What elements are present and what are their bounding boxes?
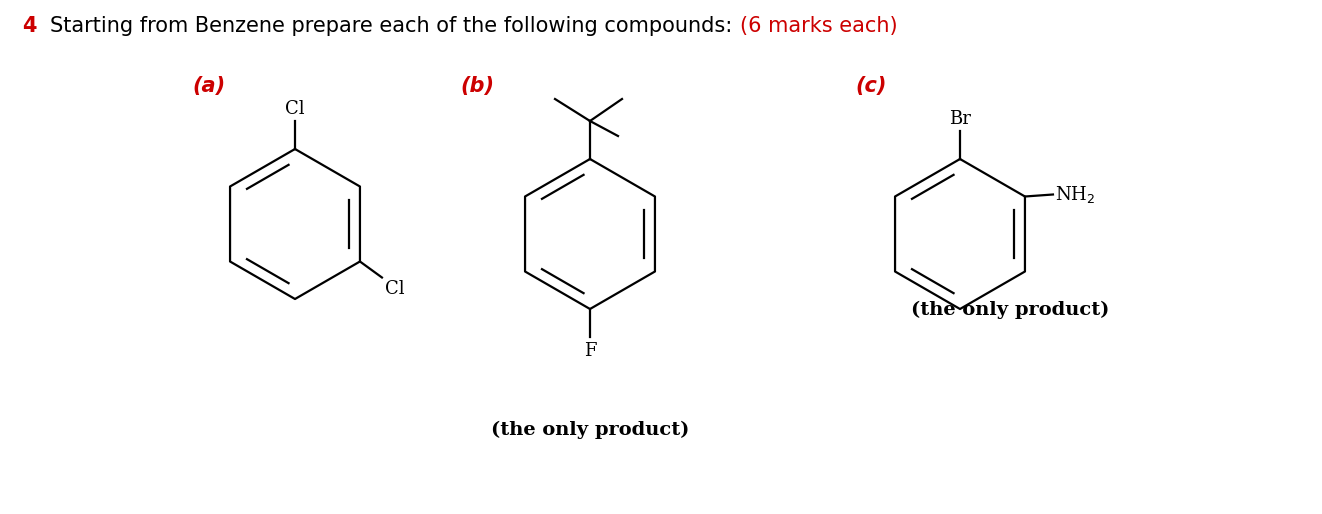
Text: (the only product): (the only product) [490,421,689,439]
Text: 4: 4 [22,16,37,36]
Text: (b): (b) [460,76,494,96]
Text: Cl: Cl [286,100,305,118]
Text: (the only product): (the only product) [911,301,1109,319]
Text: F: F [584,342,596,360]
Text: (a): (a) [192,76,225,96]
Text: Starting from Benzene prepare each of the following compounds:: Starting from Benzene prepare each of th… [50,16,732,36]
Text: (6 marks each): (6 marks each) [740,16,898,36]
Text: Br: Br [949,110,970,128]
Text: (c): (c) [855,76,886,96]
Text: NH$_2$: NH$_2$ [1055,184,1096,205]
Text: Cl: Cl [385,280,405,298]
